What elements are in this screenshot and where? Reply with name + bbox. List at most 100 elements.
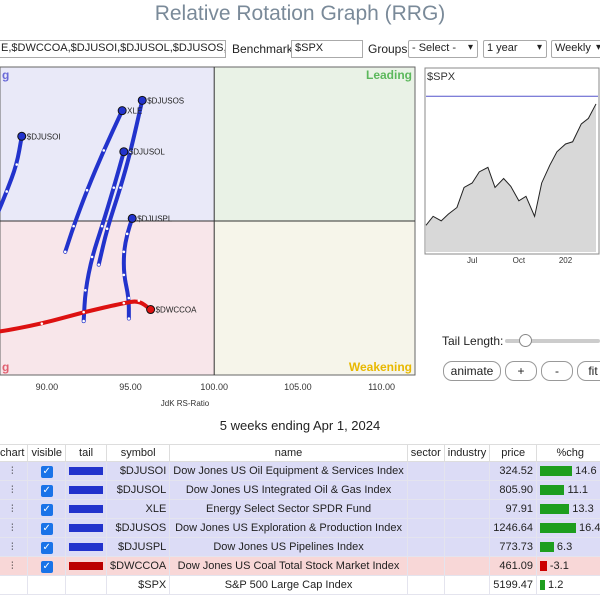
visible-cell[interactable]: ✓	[27, 461, 67, 481]
column-header-visible[interactable]: visible	[27, 444, 67, 462]
symbols-input[interactable]: E,$DWCCOA,$DJUSOI,$DJUSOL,$DJUSOS,$D	[0, 40, 226, 58]
tail-cell[interactable]	[65, 518, 108, 538]
visible-checkbox[interactable]: ✓	[40, 560, 53, 573]
pct-change-value: 11.1	[567, 484, 589, 496]
chart-cell[interactable]: ⫶	[0, 556, 29, 576]
x-axis-label: JdK RS-Ratio	[161, 399, 210, 408]
chart-cell[interactable]: ⫶	[0, 518, 29, 538]
table-row[interactable]: ⫶ ✓ XLE Energy Select Sector SPDR Fund 97.91…	[0, 499, 600, 519]
column-header-pct-change[interactable]: %chg	[536, 444, 600, 462]
tail-cell[interactable]	[65, 537, 108, 557]
symbols-table: chart visible tail symbol name sector in…	[0, 444, 600, 595]
column-header-price[interactable]: price	[489, 444, 538, 462]
chart-cell[interactable]	[0, 575, 29, 595]
tail-point	[84, 289, 87, 292]
tail-color-swatch[interactable]	[69, 505, 104, 514]
pct-change-value: 16.4	[579, 522, 600, 534]
tail-line-djusos[interactable]	[96, 98, 145, 267]
tail-cell[interactable]	[65, 480, 108, 500]
zoom-out-button[interactable]: -	[541, 361, 573, 381]
visible-checkbox[interactable]: ✓	[40, 541, 53, 554]
tail-point	[100, 224, 104, 228]
table-row[interactable]: $SPX S&P 500 Large Cap Index 5199.47 1.2	[0, 575, 600, 595]
tail-length-handle[interactable]	[519, 334, 532, 347]
column-header-name[interactable]: name	[169, 444, 408, 462]
pct-change-cell: 1.2	[536, 575, 600, 595]
animate-button[interactable]: animate	[443, 361, 501, 381]
chart-cell[interactable]: ⫶	[0, 480, 29, 500]
pct-change-value: 6.3	[556, 541, 573, 553]
visible-checkbox[interactable]: ✓	[40, 503, 53, 516]
tail-color-swatch[interactable]	[69, 467, 104, 476]
pct-change-bar	[540, 504, 570, 515]
x-tick-label: 90.00	[36, 382, 59, 392]
pct-change-cell: 14.6	[536, 461, 600, 481]
sector-cell	[406, 499, 445, 519]
tail-head-dwccoa[interactable]	[146, 305, 156, 315]
chart-icon[interactable]: ⫶	[10, 523, 14, 534]
table-row[interactable]: ⫶ ✓ $DJUSOL Dow Jones US Integrated Oil & G…	[0, 480, 600, 500]
visible-checkbox[interactable]: ✓	[40, 522, 53, 535]
column-header-industry[interactable]: industry	[443, 444, 491, 462]
tail-head-djuspl[interactable]	[127, 213, 137, 223]
fit-button[interactable]: fit	[577, 361, 600, 381]
pct-change-bar	[540, 523, 577, 534]
benchmark-chart[interactable]: $SPX Jul Oct 202	[424, 67, 600, 267]
tail-color-swatch[interactable]	[69, 524, 104, 533]
column-header-tail[interactable]: tail	[65, 444, 108, 462]
table-row[interactable]: ⫶ ✓ $DJUSOS Dow Jones US Exploration & Prod…	[0, 518, 600, 538]
chart-icon[interactable]: ⫶	[10, 561, 14, 572]
visible-cell[interactable]: ✓	[27, 537, 67, 557]
tail-head-djusoi[interactable]	[17, 131, 27, 141]
tail-line-djusol[interactable]	[81, 149, 126, 324]
tail-head-djusos[interactable]	[137, 95, 147, 105]
tail-cell[interactable]	[65, 575, 108, 595]
groups-select[interactable]: - Select - ▾	[408, 40, 478, 58]
chart-icon[interactable]: ⫶	[10, 542, 14, 553]
tail-head-djusol[interactable]	[119, 147, 129, 157]
pct-change-bar	[540, 580, 546, 591]
visible-cell[interactable]: ✓	[27, 556, 67, 576]
column-header-chart[interactable]: chart	[0, 444, 29, 462]
tail-head-xle[interactable]	[117, 106, 127, 116]
tail-cell[interactable]	[65, 499, 108, 519]
chart-icon[interactable]: ⫶	[10, 504, 14, 515]
tail-cell[interactable]	[65, 461, 108, 481]
chart-icon[interactable]: ⫶	[10, 485, 14, 496]
column-header-sector[interactable]: sector	[406, 444, 445, 462]
benchmark-x-tick: Jul	[467, 256, 477, 265]
tail-length-track[interactable]	[505, 339, 600, 343]
benchmark-input[interactable]: $SPX	[291, 40, 363, 58]
tail-line-djuspl[interactable]	[121, 216, 135, 321]
chart-cell[interactable]: ⫶	[0, 537, 29, 557]
tail-line-djusoi[interactable]	[0, 134, 24, 239]
tail-line-xle[interactable]	[63, 108, 125, 254]
chart-cell[interactable]: ⫶	[0, 461, 29, 481]
visible-checkbox[interactable]: ✓	[40, 484, 53, 497]
visible-cell[interactable]: ✓	[27, 518, 67, 538]
chart-cell[interactable]: ⫶	[0, 499, 29, 519]
table-row[interactable]: ⫶ ✓ $DJUSPL Dow Jones US Pipelines Index 773…	[0, 537, 600, 557]
sector-cell	[406, 556, 445, 576]
sector-cell	[406, 480, 445, 500]
pct-change-value: 14.6	[575, 465, 597, 477]
visible-cell[interactable]: ✓	[27, 499, 67, 519]
tail-line-dwccoa[interactable]	[0, 299, 153, 334]
visible-checkbox[interactable]: ✓	[40, 465, 53, 478]
table-row[interactable]: ⫶ ✓ $DWCCOA Dow Jones US Coal Total Stock M…	[0, 556, 600, 576]
visible-cell[interactable]	[27, 575, 67, 595]
tail-color-swatch[interactable]	[69, 543, 104, 552]
pct-change-value: 13.3	[572, 503, 594, 515]
tail-color-swatch[interactable]	[69, 486, 104, 495]
tail-cell[interactable]	[65, 556, 108, 576]
rrg-chart[interactable]: Leading Weakening g g 90.00 95.00 100.00 105.0…	[0, 63, 420, 408]
table-row[interactable]: ⫶ ✓ $DJUSOI Dow Jones US Oil Equipment & Se…	[0, 461, 600, 481]
period-select[interactable]: 1 year ▾	[483, 40, 547, 58]
industry-cell	[443, 575, 491, 595]
interval-select[interactable]: Weekly ▾	[551, 40, 600, 58]
visible-cell[interactable]: ✓	[27, 480, 67, 500]
zoom-in-button[interactable]: +	[505, 361, 537, 381]
chart-icon[interactable]: ⫶	[10, 466, 14, 477]
column-header-symbol[interactable]: symbol	[106, 444, 171, 462]
tail-color-swatch[interactable]	[69, 562, 104, 571]
